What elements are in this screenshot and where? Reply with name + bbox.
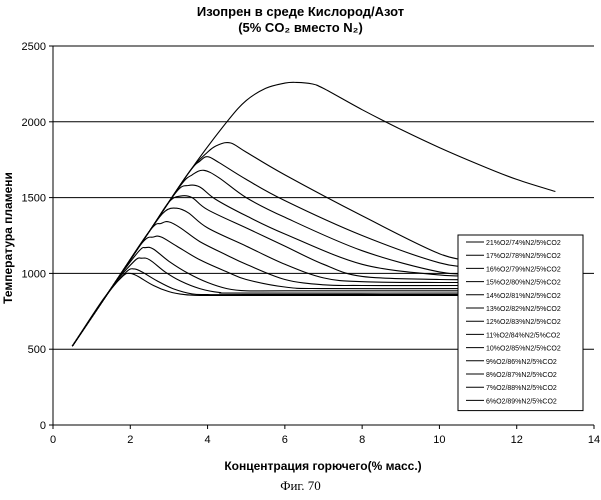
series-line-11	[72, 258, 478, 346]
series-line-12	[72, 269, 478, 346]
legend-label: 12%O2/83%N2/5%CO2	[486, 319, 561, 326]
y-tick-label: 1000	[22, 268, 46, 280]
legend-label: 6%O2/89%N2/5%CO2	[486, 398, 557, 405]
series-line-5	[72, 185, 478, 346]
legend-label: 11%O2/84%N2/5%CO2	[486, 332, 560, 339]
y-tick-label: 2000	[22, 117, 46, 129]
series-line-3	[72, 157, 478, 347]
y-tick-label: 2500	[22, 41, 46, 53]
x-tick-label: 2	[127, 434, 133, 446]
legend-label: 21%O2/74%N2/5%CO2	[486, 240, 561, 247]
x-tick-label: 10	[433, 434, 445, 446]
x-tick-label: 14	[588, 434, 600, 446]
x-axis-label: Концентрация горючего(% масс.)	[224, 459, 421, 473]
series-line-6	[72, 196, 478, 347]
series-line-8	[72, 222, 478, 347]
y-tick-label: 1500	[22, 193, 46, 205]
series-line-7	[72, 208, 478, 346]
figure-caption: Фиг. 70	[0, 478, 601, 494]
x-tick-label: 8	[359, 434, 365, 446]
legend-label: 9%O2/86%N2/5%CO2	[486, 359, 557, 366]
x-tick-label: 0	[50, 434, 56, 446]
x-tick-label: 4	[205, 434, 211, 446]
legend-label: 14%O2/81%N2/5%CO2	[486, 293, 561, 300]
y-tick-label: 500	[28, 344, 46, 356]
chart-canvas: 0 500 1000 1500 2000 2500 0 2 4 6 8 10 12 14 21%O2/74…	[0, 0, 601, 478]
x-tick-label: 6	[282, 434, 288, 446]
legend-label: 8%O2/87%N2/5%CO2	[486, 372, 557, 379]
legend-label: 15%O2/80%N2/5%CO2	[486, 280, 561, 287]
x-tick-label: 12	[511, 434, 523, 446]
legend-label: 13%O2/82%N2/5%CO2	[486, 306, 561, 313]
legend-label: 16%O2/79%N2/5%CO2	[486, 266, 561, 273]
y-axis-label: Температура пламени	[1, 172, 15, 304]
legend-label: 10%O2/85%N2/5%CO2	[486, 346, 561, 353]
legend-label: 17%O2/78%N2/5%CO2	[486, 253, 561, 260]
y-tick-label: 0	[40, 420, 46, 432]
series-line-13	[72, 273, 478, 346]
series-line-2	[72, 143, 478, 347]
legend-label: 7%O2/88%N2/5%CO2	[486, 385, 557, 392]
legend: 21%O2/74%N2/5%CO2 17%O2/78%N2/5%CO2 16%O2/…	[458, 235, 583, 411]
